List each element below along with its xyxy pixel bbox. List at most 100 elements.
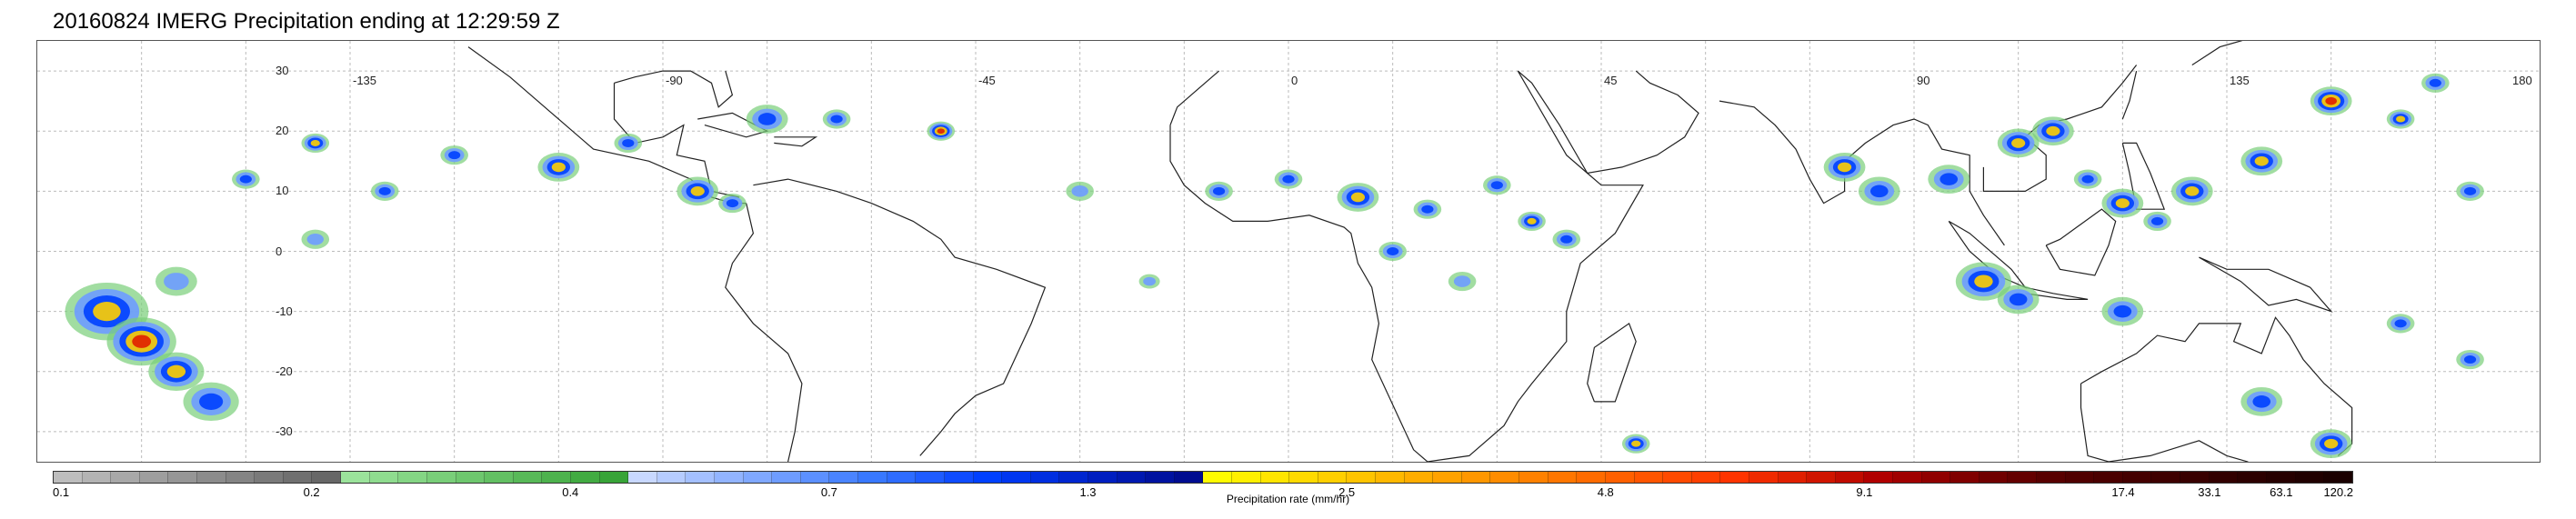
colorbar-segment <box>1921 472 1951 483</box>
precipitation-cell <box>2254 155 2269 166</box>
colorbar-segment <box>2295 472 2325 483</box>
colorbar-segment <box>2094 472 2123 483</box>
colorbar-segment <box>2238 472 2267 483</box>
colorbar-segment <box>1778 472 1808 483</box>
precipitation-cell <box>726 199 739 208</box>
coastline <box>753 178 1047 456</box>
coastline <box>1169 70 1219 125</box>
colorbar-segment <box>111 472 140 483</box>
colorbar-segment <box>2065 472 2095 483</box>
colorbar-segment <box>916 472 945 483</box>
colorbar-tick-label: 0.2 <box>303 485 320 499</box>
colorbar-segment <box>1490 472 1520 483</box>
colorbar-tick-label: 33.1 <box>2198 485 2221 499</box>
coastline <box>1517 70 1699 175</box>
colorbar-segment <box>197 472 226 483</box>
longitude-label: -90 <box>666 74 683 87</box>
precipitation-cell <box>2113 304 2132 318</box>
precipitation-cell <box>1453 275 1471 287</box>
colorbar-segment <box>772 472 801 483</box>
colorbar-segment <box>628 472 657 483</box>
latitude-label: 10 <box>276 184 289 198</box>
colorbar-segment <box>1720 472 1749 483</box>
colorbar-segment <box>715 472 744 483</box>
colorbar-segment <box>513 472 543 483</box>
precipitation-cell <box>1387 247 1399 255</box>
colorbar-segment <box>1117 472 1147 483</box>
latitude-label: -10 <box>276 304 293 318</box>
colorbar-segment <box>456 472 486 483</box>
longitude-label: 135 <box>2230 74 2250 87</box>
colorbar-segment <box>226 472 256 483</box>
longitude-label: -135 <box>353 74 377 87</box>
coastline <box>2191 41 2243 66</box>
precipitation-map[interactable]: -135 -90 -45 0 45 90 135 180 30 20 10 0 -10 -20 -30 <box>36 40 2541 463</box>
precipitation-cell <box>1869 185 1889 198</box>
precipitation-cell <box>1071 185 1088 197</box>
colorbar-segment <box>1577 472 1606 483</box>
latitude-label: 30 <box>276 64 289 78</box>
colorbar-tick-label: 0.7 <box>820 485 837 499</box>
colorbar-segment <box>283 472 313 483</box>
colorbar-segment <box>944 472 974 483</box>
colorbar-segment <box>1548 472 1578 483</box>
latitude-label: 20 <box>276 124 289 138</box>
map-canvas <box>37 41 2540 462</box>
precipitation-cell <box>199 393 224 410</box>
coastline <box>2121 70 2138 120</box>
colorbar-segment <box>1260 472 1290 483</box>
precipitation-cell <box>1143 276 1157 286</box>
precipitation-cell <box>551 162 566 173</box>
colorbar-segment <box>1691 472 1721 483</box>
longitude-label: 90 <box>1917 74 1930 87</box>
precipitation-cell <box>2324 438 2339 449</box>
colorbar-segment <box>887 472 917 483</box>
colorbar-segment <box>1979 472 2009 483</box>
precipitation-cell <box>1282 175 1295 184</box>
precipitation-cell <box>2115 198 2130 208</box>
precipitation-cell <box>2252 395 2271 408</box>
latitude-label: -20 <box>276 364 293 378</box>
coastline <box>725 203 803 462</box>
precipitation-cell <box>757 113 777 125</box>
precipitation-cell <box>937 128 945 135</box>
precipitation-cell <box>93 302 121 322</box>
colorbar-segment <box>829 472 859 483</box>
colorbar-segment <box>599 472 629 483</box>
longitude-label: 45 <box>1604 74 1618 87</box>
coastline <box>1587 322 1637 403</box>
colorbar-segment <box>1404 472 1434 483</box>
colorbar-segment <box>1835 472 1865 483</box>
coastline <box>614 70 734 108</box>
colorbar-segment <box>1893 472 1922 483</box>
colorbar-tick-label: 4.8 <box>1597 485 1614 499</box>
coastline <box>2080 384 2249 462</box>
colorbar-segment <box>973 472 1003 483</box>
colorbar-tick-label: 0.4 <box>562 485 579 499</box>
precipitation-cell <box>132 334 152 348</box>
colorbar-segment <box>1376 472 1405 483</box>
latitude-label: -30 <box>276 424 293 438</box>
coastline <box>1719 100 2005 246</box>
colorbar-segment <box>1174 472 1204 483</box>
precipitation-cell <box>164 273 189 291</box>
colorbar-tick-label: 2.5 <box>1338 485 1356 499</box>
precipitation-cell <box>2429 78 2441 87</box>
coastline <box>1427 70 1644 462</box>
precipitation-cell <box>1974 274 1993 288</box>
precipitation-cell <box>2011 138 2026 148</box>
colorbar-segment <box>542 472 571 483</box>
precipitation-cell <box>166 364 186 378</box>
coastline <box>2025 286 2089 300</box>
precipitation-cell <box>622 138 635 147</box>
colorbar-tick-label: 63.1 <box>2270 485 2293 499</box>
colorbar-segment <box>1461 472 1491 483</box>
precipitation-cell <box>2396 115 2406 123</box>
colorbar-segment <box>1231 472 1261 483</box>
colorbar-segment <box>82 472 112 483</box>
precipitation-cell <box>1350 192 1366 203</box>
colorbar-segment <box>341 472 370 483</box>
colorbar-segment <box>1146 472 1175 483</box>
colorbar-segment <box>2180 472 2210 483</box>
colorbar-segment <box>1950 472 1980 483</box>
